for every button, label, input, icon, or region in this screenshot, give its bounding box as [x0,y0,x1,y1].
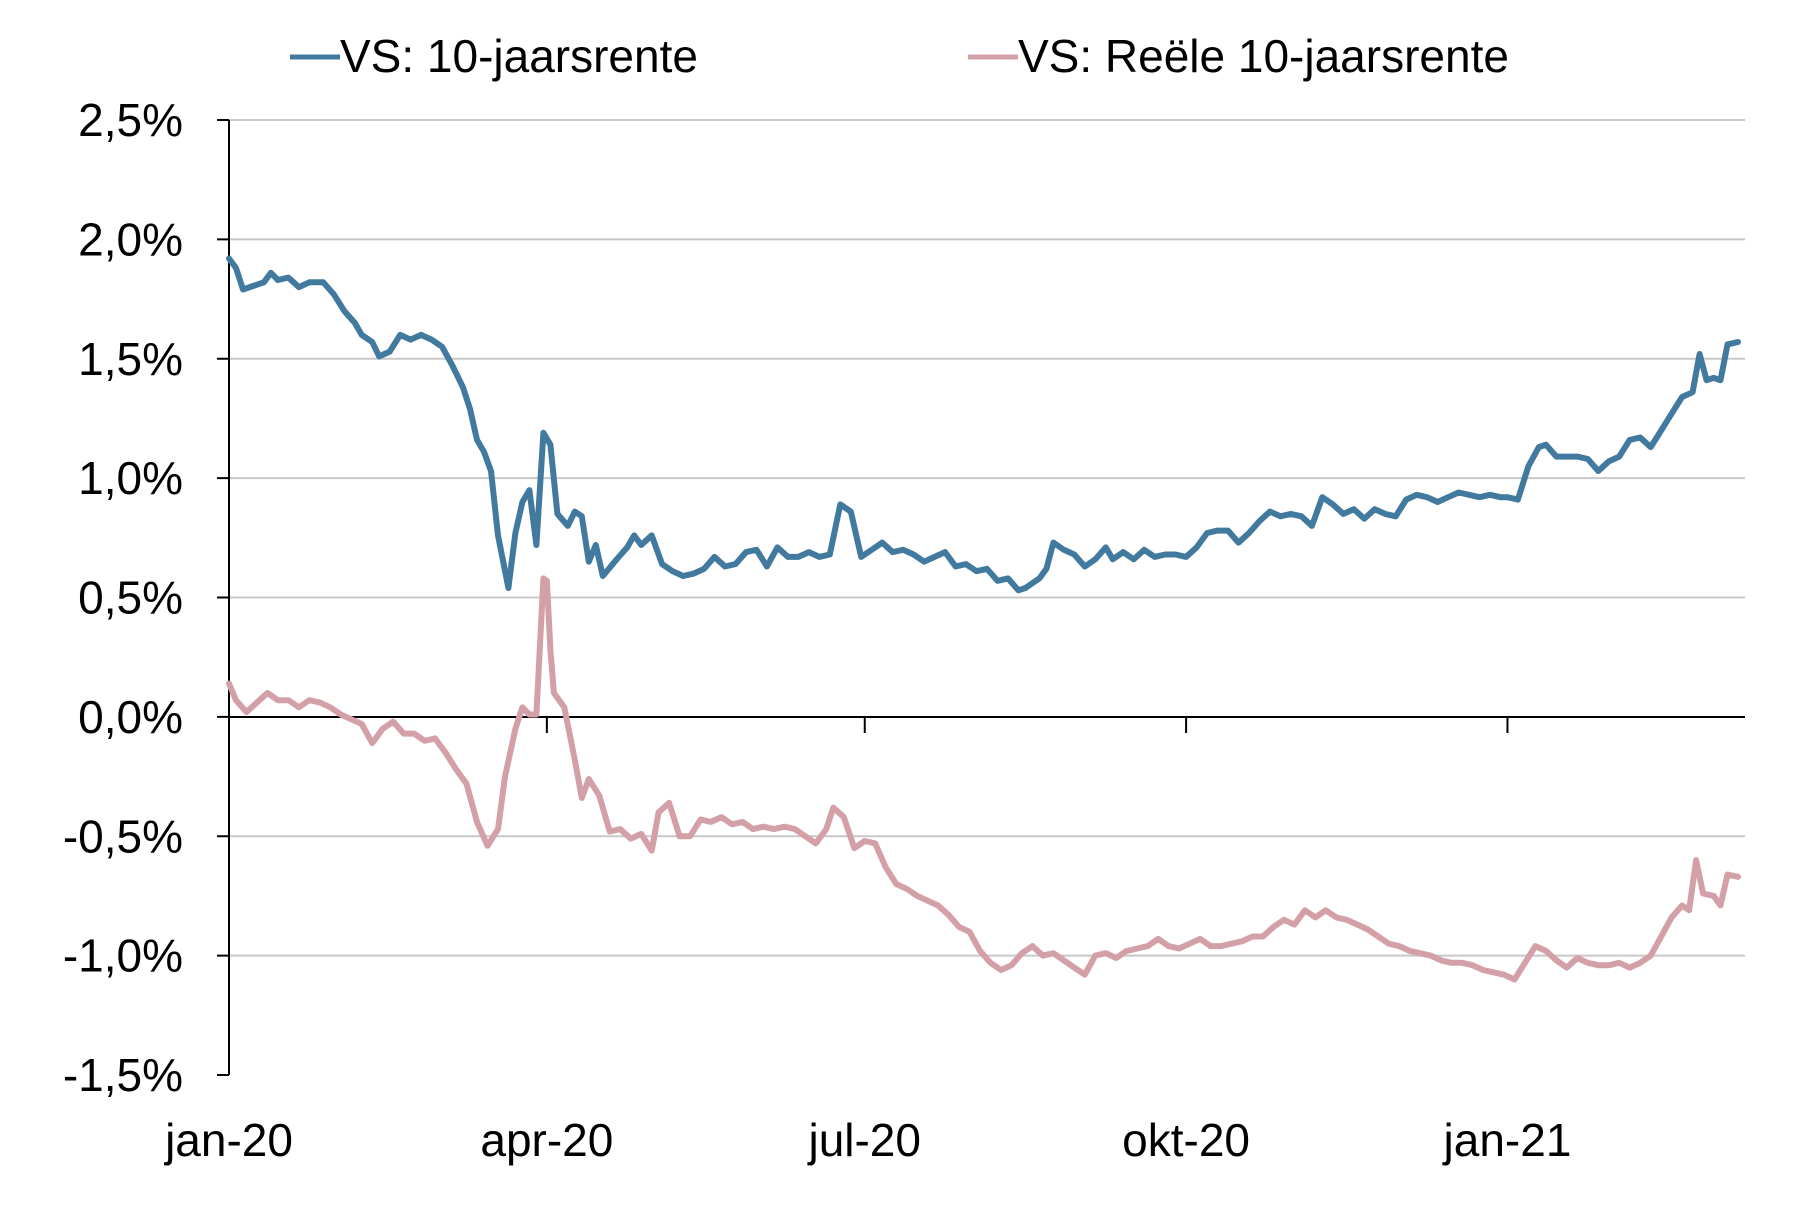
y-tick-label: 1,5% [78,333,183,385]
y-tick-label: 2,5% [78,94,183,146]
legend-item-series-2: VS: Reële 10-jaarsrente [968,30,1509,82]
legend-label-series-1: VS: 10-jaarsrente [340,30,698,82]
x-tick-label: jan-20 [163,1114,293,1166]
y-tick-label: 1,0% [78,452,183,504]
y-tick-label: 0,0% [78,691,183,743]
x-axis-ticks [545,717,1509,733]
legend: VS: 10-jaarsrente VS: Reële 10-jaarsrent… [290,30,1509,82]
y-axis-tick-labels: 2,5% 2,0% 1,5% 1,0% 0,5% 0,0% -0,5% -1,0% -1,5% [63,94,183,1101]
gridlines [229,119,1745,957]
y-tick-label: -1,5% [63,1049,183,1101]
y-tick-label: -0,5% [63,810,183,862]
x-axis-tick-labels: jan-20 apr-20 jul-20 okt-20 jan-21 [163,1114,1571,1166]
x-tick-label: jan-21 [1442,1114,1572,1166]
series-line-1 [226,255,1741,594]
series-lines [226,255,1741,983]
legend-label-series-2: VS: Reële 10-jaarsrente [1018,30,1509,82]
x-tick-label: apr-20 [480,1114,613,1166]
x-tick-label: okt-20 [1122,1114,1250,1166]
axes [217,119,1745,1076]
y-tick-label: 2,0% [78,213,183,265]
legend-item-series-1: VS: 10-jaarsrente [290,30,698,82]
x-tick-label: jul-20 [806,1114,921,1166]
series-line-2 [226,575,1741,983]
y-tick-label: 0,5% [78,572,183,624]
y-tick-label: -1,0% [63,930,183,982]
